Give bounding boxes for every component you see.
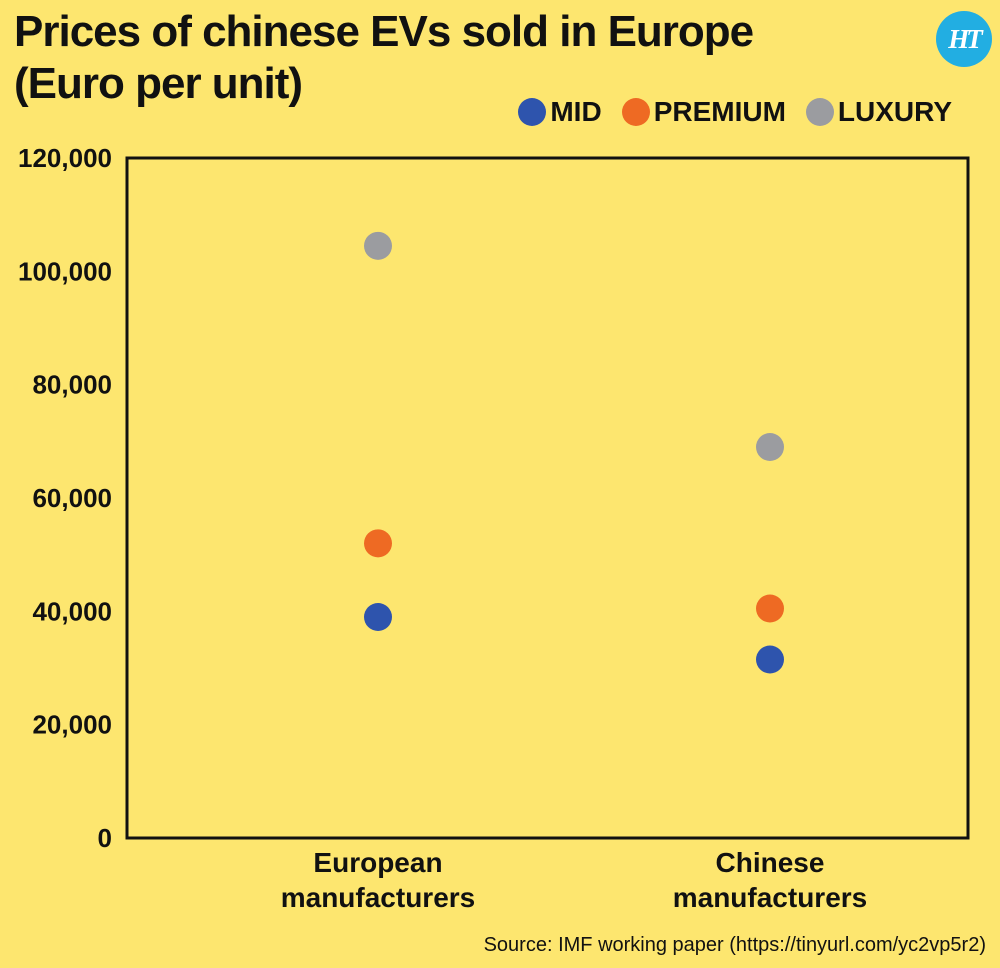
legend-swatch-mid — [518, 98, 547, 126]
chart-title: Prices of chinese EVs sold in Europe (Eu… — [14, 7, 754, 108]
point-luxury-european — [364, 231, 392, 260]
y-tick-label: 20,000 — [32, 710, 112, 740]
ht-logo: HT — [936, 11, 992, 67]
point-mid-chinese — [756, 645, 784, 674]
y-tick-label: 60,000 — [32, 483, 112, 513]
legend-item-mid: MID — [518, 96, 602, 128]
x-category-label: manufacturers — [281, 882, 476, 913]
x-category-label: manufacturers — [673, 882, 868, 913]
point-premium-chinese — [756, 594, 784, 623]
legend-label-luxury: LUXURY — [837, 96, 952, 127]
y-tick-label: 0 — [98, 823, 112, 853]
legend-item-premium: PREMIUM — [621, 96, 786, 128]
chart-legend: MID PREMIUM LUXURY — [518, 96, 952, 128]
y-tick-label: 80,000 — [32, 370, 112, 400]
y-tick-label: 40,000 — [32, 596, 112, 626]
legend-swatch-premium — [621, 98, 650, 126]
point-mid-european — [364, 603, 392, 631]
plot-frame — [125, 156, 970, 840]
x-category-label: European — [313, 847, 442, 878]
legend-label-premium: PREMIUM — [653, 96, 786, 127]
legend-item-luxury: LUXURY — [805, 96, 952, 128]
x-category-label: Chinese — [716, 847, 825, 878]
ht-logo-text: HT — [948, 24, 983, 54]
source-note: Source: IMF working paper (https://tinyu… — [483, 934, 986, 956]
legend-label-mid: MID — [550, 96, 602, 127]
y-tick-label: 120,000 — [18, 143, 112, 173]
y-tick-label: 100,000 — [18, 256, 112, 286]
point-premium-european — [364, 529, 392, 558]
legend-swatch-luxury — [805, 98, 834, 126]
point-luxury-chinese — [756, 433, 784, 461]
